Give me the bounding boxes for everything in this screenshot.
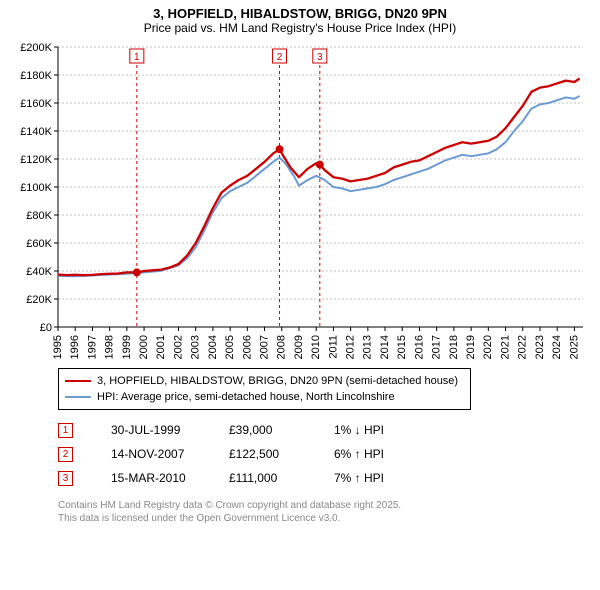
svg-text:2021: 2021 bbox=[499, 335, 511, 359]
svg-text:£0: £0 bbox=[40, 322, 52, 334]
svg-text:2015: 2015 bbox=[396, 335, 408, 359]
svg-text:2018: 2018 bbox=[448, 335, 460, 359]
sale-hpi: 7% ↑ HPI bbox=[334, 471, 384, 485]
sale-hpi: 6% ↑ HPI bbox=[334, 447, 384, 461]
legend-label-property: 3, HOPFIELD, HIBALDSTOW, BRIGG, DN20 9PN… bbox=[97, 375, 458, 387]
svg-text:2009: 2009 bbox=[293, 335, 305, 359]
sale-date: 15-MAR-2010 bbox=[111, 471, 229, 485]
legend-item-property: 3, HOPFIELD, HIBALDSTOW, BRIGG, DN20 9PN… bbox=[65, 373, 458, 389]
sale-date: 30-JUL-1999 bbox=[111, 423, 229, 437]
svg-text:1: 1 bbox=[134, 52, 140, 63]
svg-text:£200K: £200K bbox=[20, 42, 52, 54]
page-title: 3, HOPFIELD, HIBALDSTOW, BRIGG, DN20 9PN bbox=[8, 6, 592, 21]
sale-price: £111,000 bbox=[229, 471, 334, 485]
sale-price: £39,000 bbox=[229, 423, 334, 437]
svg-text:£140K: £140K bbox=[20, 126, 52, 138]
price-chart: £0 £20K £40K £60K £80K £100K £120K £140K £160K £1… bbox=[8, 39, 592, 364]
sale-price: £122,500 bbox=[229, 447, 334, 461]
page-subtitle: Price paid vs. HM Land Registry's House … bbox=[8, 21, 592, 35]
attribution: Contains HM Land Registry data © Crown c… bbox=[58, 500, 592, 525]
legend-swatch-hpi bbox=[65, 396, 91, 399]
svg-text:3: 3 bbox=[317, 52, 323, 63]
svg-text:2019: 2019 bbox=[465, 335, 477, 359]
svg-text:2025: 2025 bbox=[568, 335, 580, 359]
svg-text:£40K: £40K bbox=[26, 266, 52, 278]
sale-badge: 2 bbox=[58, 447, 73, 462]
svg-text:1999: 1999 bbox=[121, 335, 133, 359]
svg-text:2020: 2020 bbox=[482, 335, 494, 359]
svg-text:1997: 1997 bbox=[86, 335, 98, 359]
sale-badge: 1 bbox=[58, 423, 73, 438]
svg-text:£120K: £120K bbox=[20, 154, 52, 166]
svg-text:2000: 2000 bbox=[138, 335, 150, 359]
svg-text:2011: 2011 bbox=[327, 335, 339, 359]
svg-text:£100K: £100K bbox=[20, 182, 52, 194]
svg-text:2001: 2001 bbox=[155, 335, 167, 359]
svg-text:2006: 2006 bbox=[241, 335, 253, 359]
sale-row: 1 30-JUL-1999£39,0001% ↓ HPI bbox=[58, 418, 592, 442]
svg-text:1996: 1996 bbox=[69, 335, 81, 359]
svg-text:£20K: £20K bbox=[26, 294, 52, 306]
svg-text:2003: 2003 bbox=[190, 335, 202, 359]
sale-row: 3 15-MAR-2010£111,0007% ↑ HPI bbox=[58, 466, 592, 490]
svg-text:£180K: £180K bbox=[20, 70, 52, 82]
svg-text:2: 2 bbox=[277, 52, 283, 63]
attribution-line: This data is licensed under the Open Gov… bbox=[58, 513, 592, 526]
svg-text:2002: 2002 bbox=[172, 335, 184, 359]
svg-text:2008: 2008 bbox=[276, 335, 288, 359]
svg-text:2010: 2010 bbox=[310, 335, 322, 359]
legend-item-hpi: HPI: Average price, semi-detached house,… bbox=[65, 389, 458, 405]
svg-text:2007: 2007 bbox=[258, 335, 270, 359]
svg-text:1998: 1998 bbox=[104, 335, 116, 359]
svg-text:2023: 2023 bbox=[534, 335, 546, 359]
sale-badge: 3 bbox=[58, 471, 73, 486]
svg-text:2012: 2012 bbox=[345, 335, 357, 359]
svg-text:£160K: £160K bbox=[20, 98, 52, 110]
svg-text:£80K: £80K bbox=[26, 210, 52, 222]
legend-label-hpi: HPI: Average price, semi-detached house,… bbox=[97, 391, 395, 403]
svg-text:2004: 2004 bbox=[207, 335, 219, 359]
svg-text:1995: 1995 bbox=[52, 335, 64, 359]
svg-text:£60K: £60K bbox=[26, 238, 52, 250]
sale-row: 2 14-NOV-2007£122,5006% ↑ HPI bbox=[58, 442, 592, 466]
sale-date: 14-NOV-2007 bbox=[111, 447, 229, 461]
svg-text:2005: 2005 bbox=[224, 335, 236, 359]
svg-text:2022: 2022 bbox=[517, 335, 529, 359]
svg-text:2014: 2014 bbox=[379, 335, 391, 359]
sales-table: 1 30-JUL-1999£39,0001% ↓ HPI 2 14-NOV-2007£… bbox=[58, 418, 592, 490]
svg-text:2017: 2017 bbox=[431, 335, 443, 359]
legend: 3, HOPFIELD, HIBALDSTOW, BRIGG, DN20 9PN… bbox=[58, 368, 471, 410]
attribution-line: Contains HM Land Registry data © Crown c… bbox=[58, 500, 592, 513]
sale-hpi: 1% ↓ HPI bbox=[334, 423, 384, 437]
legend-swatch-property bbox=[65, 380, 91, 383]
svg-text:2013: 2013 bbox=[362, 335, 374, 359]
svg-text:2024: 2024 bbox=[551, 335, 563, 359]
svg-text:2016: 2016 bbox=[413, 335, 425, 359]
